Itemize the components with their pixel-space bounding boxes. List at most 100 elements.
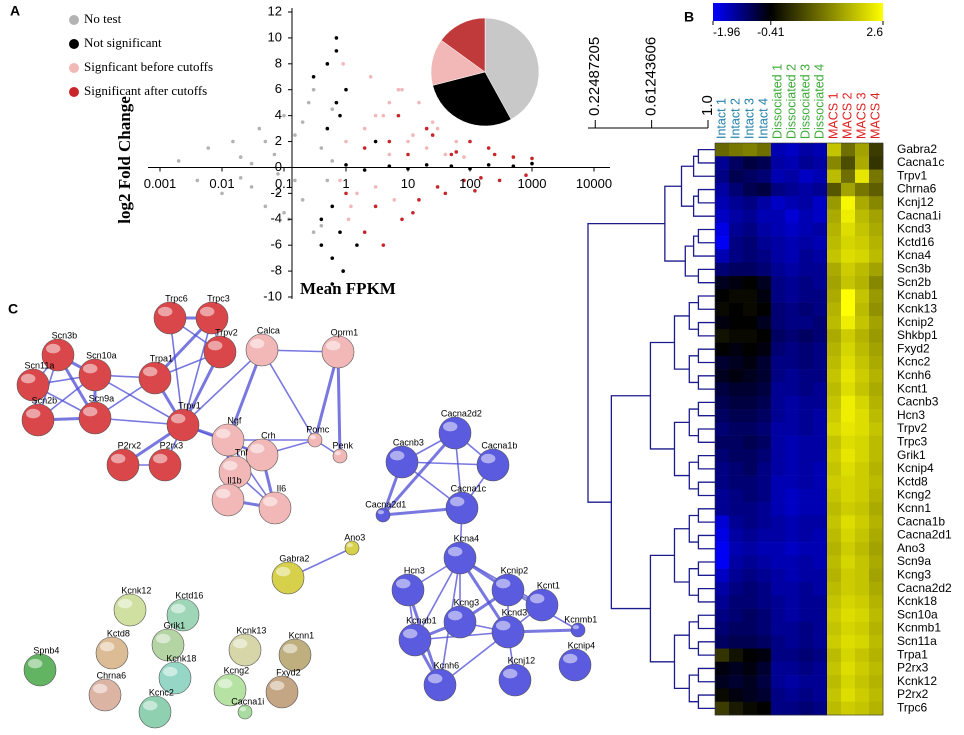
column-label: Intact 2 bbox=[728, 98, 742, 139]
heatmap-cell bbox=[729, 276, 744, 290]
dendrogram-branch bbox=[697, 508, 715, 523]
dendrogram-branch bbox=[649, 341, 675, 450]
node-highlight bbox=[83, 363, 98, 374]
heatmap-cell bbox=[827, 515, 842, 530]
panel-label: C bbox=[8, 301, 18, 317]
row-label: Kcnj12 bbox=[897, 195, 934, 209]
row-label: Scn2b bbox=[897, 275, 931, 289]
point bbox=[319, 146, 324, 150]
pie-slice bbox=[432, 71, 512, 127]
network-node bbox=[138, 695, 172, 729]
heatmap-cell bbox=[813, 528, 828, 543]
node-label: Trpc6 bbox=[165, 293, 188, 303]
y-tick-label: 8 bbox=[275, 55, 282, 70]
node-label: Kcnab1 bbox=[406, 615, 437, 625]
heatmap-cell bbox=[869, 422, 884, 436]
heatmap-cell bbox=[827, 302, 842, 317]
heatmap-cell bbox=[855, 608, 870, 623]
column-label: Dissociated 2 bbox=[784, 64, 798, 139]
heatmap-cell bbox=[771, 488, 786, 503]
node-label: Kcnk13 bbox=[236, 625, 266, 635]
colorbar-tick-label: -1.96 bbox=[713, 25, 741, 39]
point bbox=[263, 139, 268, 144]
heatmap-cell bbox=[729, 422, 744, 436]
heatmap-cell bbox=[841, 395, 856, 410]
heatmap-cell bbox=[785, 169, 800, 184]
point bbox=[411, 133, 415, 137]
node-label: Kcng2 bbox=[224, 665, 250, 675]
node-label: Ngf bbox=[227, 415, 242, 425]
point bbox=[449, 152, 454, 157]
heatmap-cell bbox=[743, 395, 758, 410]
heatmap-cell bbox=[827, 315, 842, 330]
column-label: Intact 4 bbox=[756, 98, 770, 139]
heatmap-cell bbox=[855, 595, 870, 609]
point bbox=[176, 159, 181, 163]
heatmap-cell bbox=[855, 222, 870, 237]
heatmap-cell bbox=[869, 409, 884, 423]
heatmap-cell bbox=[827, 156, 842, 170]
point bbox=[396, 113, 401, 118]
heatmap-cell bbox=[785, 249, 800, 264]
network-node bbox=[237, 704, 253, 720]
heatmap-cell bbox=[771, 236, 786, 250]
heatmap-cell bbox=[715, 395, 730, 410]
dendrogram-branch bbox=[673, 315, 690, 370]
point bbox=[344, 87, 348, 92]
network-node bbox=[106, 448, 140, 482]
heatmap-cell bbox=[855, 262, 870, 277]
heatmap-cell bbox=[757, 621, 772, 636]
node-label: Kcnn1 bbox=[289, 630, 315, 640]
heatmap-cell bbox=[743, 595, 758, 609]
heatmap-cell bbox=[757, 422, 772, 436]
point bbox=[406, 139, 410, 144]
point bbox=[338, 230, 342, 235]
heatmap-cell bbox=[771, 462, 786, 476]
heatmap-cell bbox=[743, 675, 758, 689]
heatmap-cell bbox=[715, 209, 730, 224]
heatmap-cell bbox=[715, 688, 730, 702]
heatmap-cell bbox=[827, 329, 842, 343]
heatmap-cell bbox=[813, 661, 828, 676]
y-tick-label: -10 bbox=[263, 288, 282, 303]
heatmap-cell bbox=[869, 302, 884, 317]
heatmap-cell bbox=[813, 182, 828, 197]
heatmap-cell bbox=[855, 648, 870, 663]
node-label: Scn10a bbox=[86, 350, 117, 360]
node-highlight bbox=[143, 700, 158, 711]
heatmap-cell bbox=[729, 209, 744, 224]
dendrogram-branch bbox=[664, 185, 686, 262]
point bbox=[492, 152, 497, 157]
heatmap-cell bbox=[757, 222, 772, 237]
network-node bbox=[570, 622, 586, 638]
heatmap-cell bbox=[757, 435, 772, 450]
heatmap-cell bbox=[799, 701, 814, 716]
heatmap-cell bbox=[813, 488, 828, 503]
colorbar-tick-label: -0.41 bbox=[757, 25, 785, 39]
node-highlight bbox=[171, 413, 186, 424]
heatmap-cell bbox=[855, 581, 870, 596]
panel-label: A bbox=[10, 3, 20, 19]
heatmap-cell bbox=[729, 143, 744, 157]
heatmap-cell bbox=[785, 542, 800, 556]
point bbox=[443, 152, 448, 157]
node-label: Kctd16 bbox=[175, 590, 203, 600]
heatmap-cell bbox=[715, 143, 730, 157]
heatmap-cell bbox=[855, 555, 870, 569]
heatmap-cell bbox=[771, 701, 786, 716]
point bbox=[330, 256, 335, 260]
heatmap-cell bbox=[785, 196, 800, 210]
network-node bbox=[148, 448, 182, 482]
point bbox=[355, 243, 359, 247]
network-node bbox=[113, 593, 147, 627]
heatmap-cell bbox=[715, 196, 730, 210]
node-highlight bbox=[250, 338, 265, 349]
x-tick-label: 1 bbox=[342, 176, 349, 191]
point bbox=[249, 185, 254, 189]
node-highlight bbox=[334, 451, 342, 456]
heatmap-cell bbox=[855, 488, 870, 503]
network-node bbox=[78, 358, 112, 392]
heatmap-cell bbox=[743, 422, 758, 436]
heatmap-cell bbox=[869, 581, 884, 596]
heatmap-cell bbox=[813, 555, 828, 569]
